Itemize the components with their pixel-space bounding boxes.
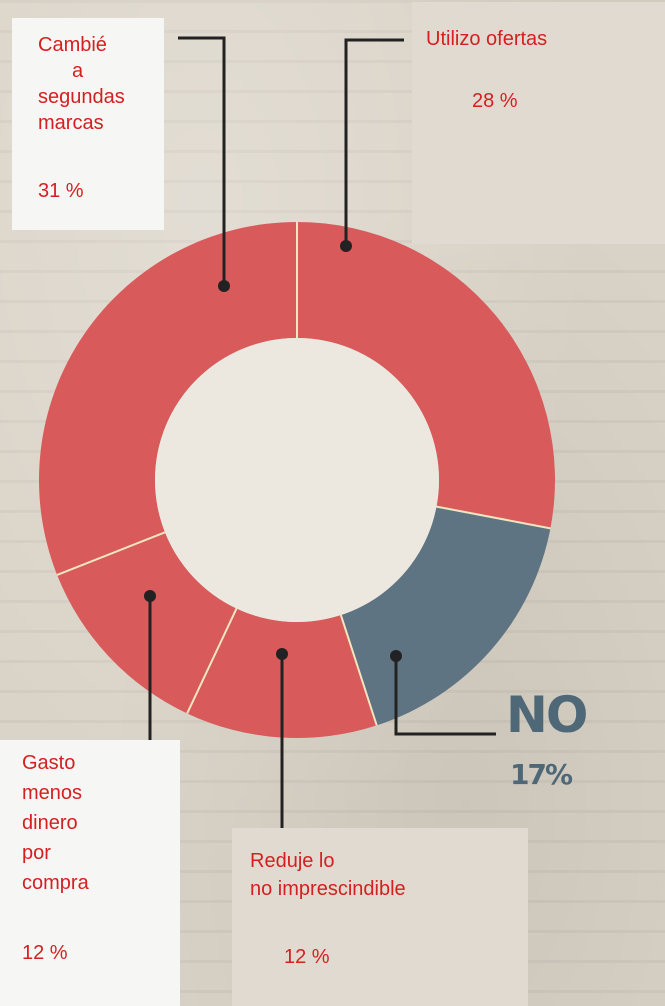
label-gasto-line-4: por bbox=[22, 842, 51, 864]
label-gasto-line-3: dinero bbox=[22, 812, 78, 834]
slice-separator-4 bbox=[56, 531, 166, 576]
label-box-utilizo: Utilizo ofertas 28 % bbox=[412, 2, 665, 244]
slice-separator-1 bbox=[436, 505, 551, 530]
label-no-percent: 17% bbox=[510, 758, 573, 791]
label-gasto-percent: 12 % bbox=[22, 942, 68, 964]
donut-slice-3 bbox=[57, 532, 237, 714]
label-utilizo-text: Utilizo ofertas bbox=[426, 28, 548, 50]
slice-separator-3 bbox=[186, 608, 238, 714]
label-box-reduje: Reduje lo no imprescindible 12 % bbox=[232, 828, 528, 1006]
leader-dot-utilizo bbox=[340, 240, 352, 252]
label-cambie-line-4: marcas bbox=[38, 112, 104, 134]
leader-dot-no bbox=[390, 650, 402, 662]
leader-line-utilizo bbox=[344, 38, 404, 244]
label-gasto-line-2: menos bbox=[22, 782, 83, 804]
label-reduje-percent: 12 % bbox=[284, 946, 330, 968]
label-utilizo-percent: 28 % bbox=[472, 90, 518, 112]
label-box-gasto: Gasto menos dinero por compra 12 % bbox=[0, 740, 180, 1006]
label-cambie-percent: 31 % bbox=[38, 180, 84, 202]
donut-slice-1 bbox=[340, 506, 551, 726]
slice-separator-2 bbox=[339, 614, 378, 726]
donut-slice-0 bbox=[297, 222, 556, 529]
label-no-text: NO bbox=[506, 686, 588, 744]
label-reduje-line-2: no imprescindible bbox=[250, 878, 406, 900]
leader-line-cambie bbox=[178, 36, 226, 284]
label-cambie-line-1: Cambié bbox=[38, 34, 107, 56]
label-reduje-line-1: Reduje lo bbox=[250, 850, 335, 872]
label-cambie-line-2: a bbox=[72, 60, 84, 82]
donut-slices bbox=[38, 222, 556, 738]
label-box-cambie: Cambié a segundas marcas 31 % bbox=[12, 18, 164, 230]
donut-slice-4 bbox=[38, 222, 298, 575]
leader-line-no bbox=[394, 656, 496, 736]
leader-dot-gasto bbox=[144, 590, 156, 602]
leader-lines bbox=[144, 36, 496, 828]
label-cambie-line-3: segundas bbox=[38, 86, 125, 108]
leader-dot-reduje bbox=[276, 648, 288, 660]
donut-hole bbox=[155, 338, 439, 622]
label-gasto-line-5: compra bbox=[22, 872, 89, 894]
leader-dot-cambie bbox=[218, 280, 230, 292]
label-gasto-line-1: Gasto bbox=[22, 752, 76, 774]
